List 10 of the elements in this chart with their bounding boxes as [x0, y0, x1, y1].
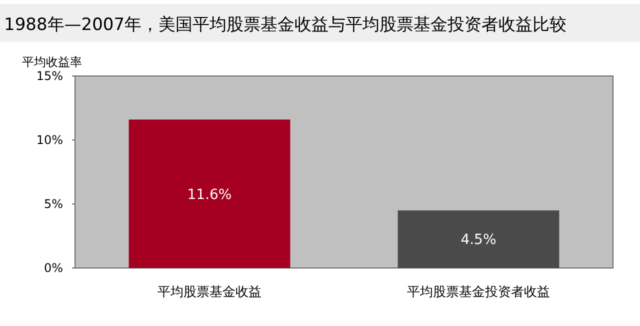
ytick: 5% — [44, 197, 63, 211]
ylabel: 平均收益率 — [22, 55, 82, 69]
xtick: 平均股票基金收益 — [158, 285, 262, 300]
value-label: 4.5% — [460, 232, 496, 248]
xtick: 平均股票基金投资者收益 — [407, 285, 550, 300]
ytick: 15% — [36, 69, 63, 83]
ytick: 0% — [44, 261, 63, 275]
title: 1988年—2007年，美国平均股票基金收益与平均股票基金投资者收益比较 — [4, 15, 567, 35]
value-label: 11.6% — [187, 186, 232, 203]
ytick: 10% — [36, 133, 63, 147]
